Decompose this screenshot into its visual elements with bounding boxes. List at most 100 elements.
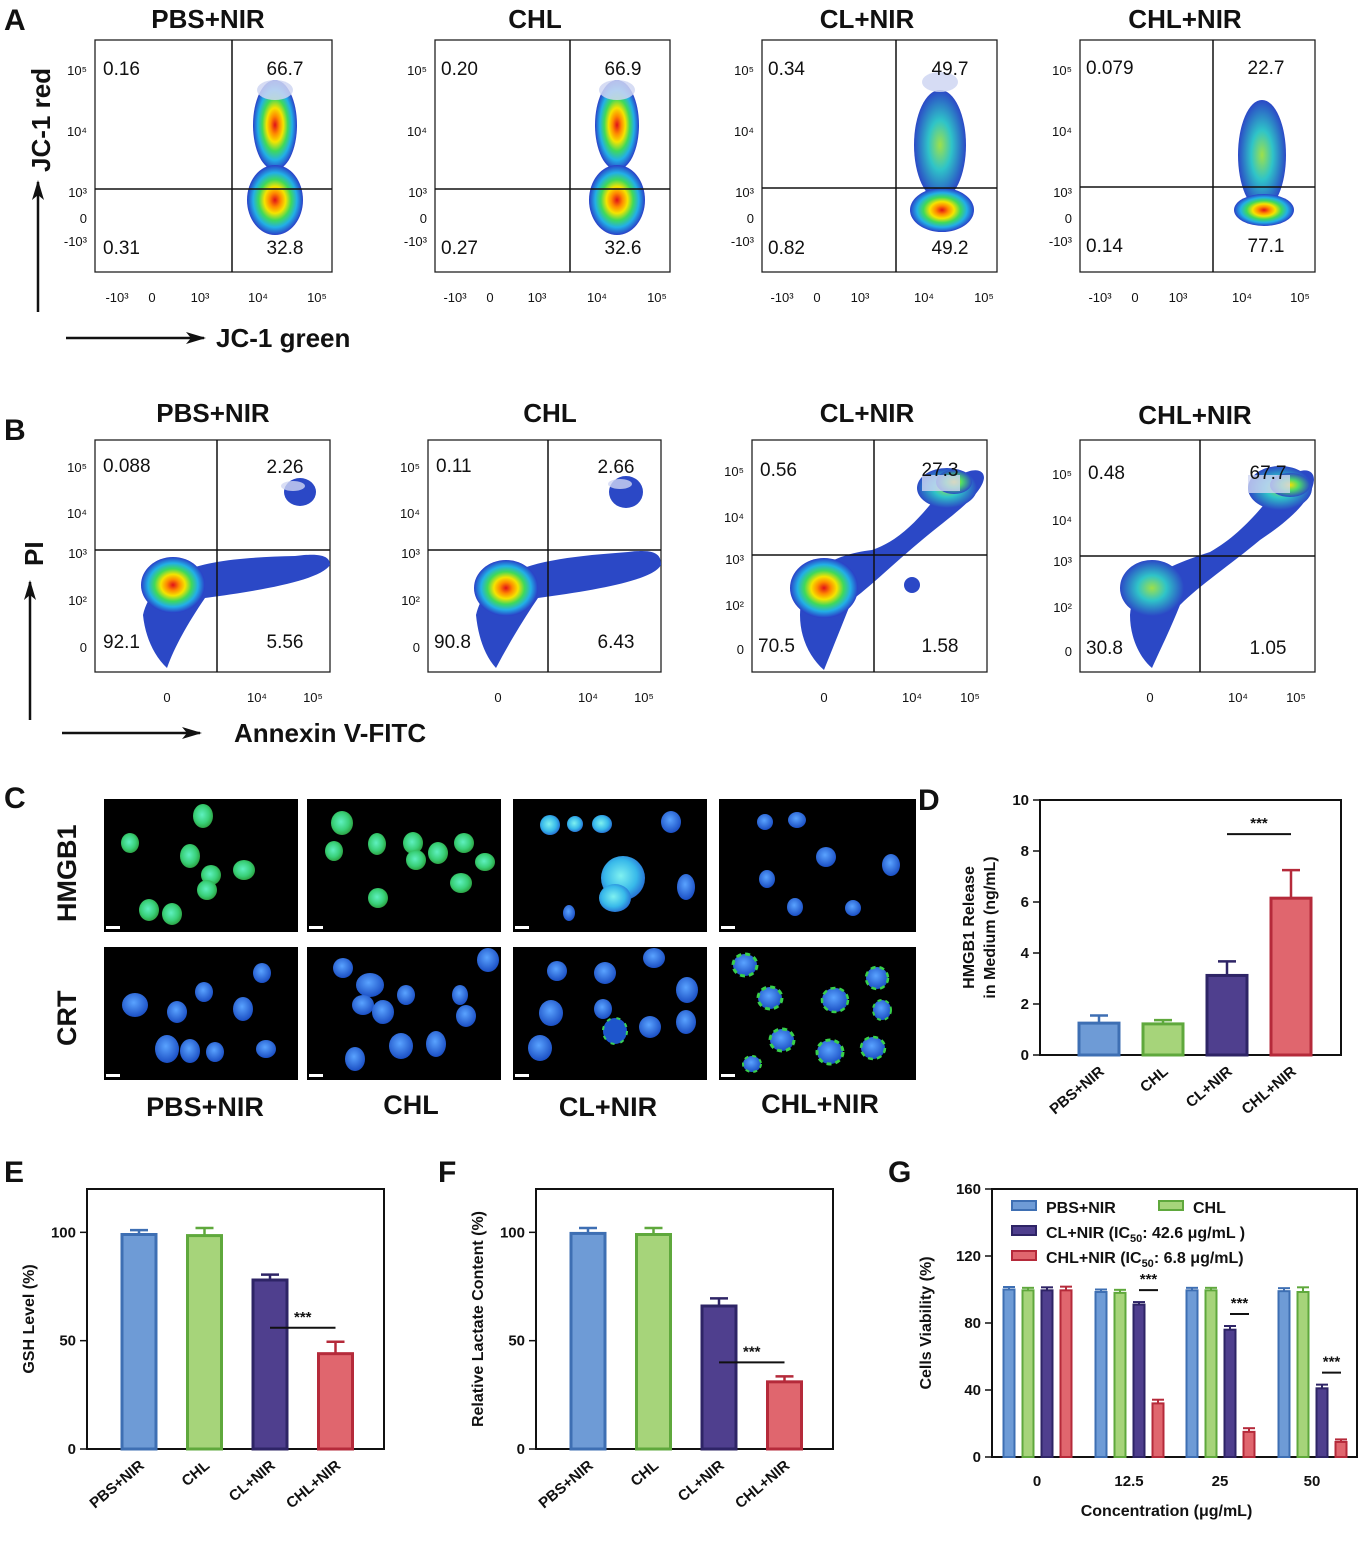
bar [1204, 1289, 1218, 1459]
x-tick: 0 [486, 290, 493, 305]
y-tick-label: 100 [500, 1224, 525, 1241]
bar [1315, 1387, 1329, 1458]
bar [1094, 1291, 1108, 1458]
image-crt-chl-nir [719, 947, 916, 1080]
y-tick: 10⁵ [724, 464, 744, 479]
y-tick: 10² [68, 593, 87, 608]
bar [251, 1278, 289, 1451]
legend-swatch [1158, 1200, 1184, 1211]
y-tick: 10³ [401, 546, 420, 561]
x-tick: 10³ [851, 290, 870, 305]
quadrant-ll: 0.31 [103, 238, 140, 259]
y-tick: 10⁵ [407, 63, 427, 78]
y-tick: 10² [1053, 600, 1072, 615]
y-tick: 10⁴ [1052, 513, 1072, 528]
bar [1205, 973, 1249, 1057]
flow-plot-b4: CHL+NIR 0.48 67.7 30.8 1.05 10⁵ 10⁴ 10³ … [1052, 400, 1316, 705]
x-tick: -10³ [770, 290, 794, 305]
panel-label-c: C [4, 782, 26, 815]
y-tick-label: 0 [517, 1441, 525, 1458]
bar [1040, 1289, 1054, 1459]
x-tick: 10⁴ [247, 690, 267, 705]
x-tick: 0 [813, 290, 820, 305]
x-tick: 0 [148, 290, 155, 305]
bar [1141, 1022, 1185, 1057]
category-label: CHL+NIR [732, 1457, 793, 1512]
panel-label-e: E [4, 1156, 24, 1189]
legend-label: CHL+NIR (IC50: 6.8 μg/mL) [1046, 1250, 1244, 1270]
bar [766, 1380, 803, 1451]
bar [1002, 1288, 1016, 1458]
flow-plot-title: CHL [508, 4, 562, 34]
quadrant-ur: 67.7 [1250, 463, 1287, 484]
legend-swatch [1011, 1200, 1037, 1211]
x-tick: 0 [1146, 690, 1153, 705]
x-tick: 10³ [528, 290, 547, 305]
y-tick: 10⁵ [1052, 467, 1072, 482]
y-tick: 10⁴ [734, 124, 754, 139]
bar [1151, 1402, 1165, 1459]
quadrant-lr: 5.56 [267, 632, 304, 653]
x-tick: 0 [1131, 290, 1138, 305]
x-axis-label: Annexin V-FITC [234, 718, 426, 748]
image-crt-cl-nir [513, 947, 707, 1080]
quadrant-lr: 32.8 [267, 238, 304, 259]
category-label: CL+NIR [675, 1457, 728, 1505]
y-tick-label: 10 [1012, 792, 1029, 809]
bar [317, 1352, 354, 1451]
x-tick: 10⁴ [902, 690, 922, 705]
quadrant-ll: 0.27 [441, 238, 478, 259]
legend-label: PBS+NIR [1046, 1200, 1116, 1217]
x-tick: 10⁴ [587, 290, 607, 305]
quadrant-ul: 0.088 [103, 456, 151, 477]
y-tick: 0 [420, 211, 427, 226]
column-label: CL+NIR [559, 1092, 657, 1122]
x-tick: 10³ [1169, 290, 1188, 305]
y-tick-label: 0 [68, 1441, 76, 1458]
quadrant-ul: 0.56 [760, 460, 797, 481]
x-tick: 10⁴ [914, 290, 934, 305]
quadrant-ll: 0.82 [768, 238, 805, 259]
x-tick-label: 25 [1212, 1473, 1229, 1490]
chart-d: 0 2 4 6 8 10 PBS+NIR CHL CL+NIR CHL+NIR *** HMGB1 R… [961, 792, 1342, 1118]
x-tick: 10⁵ [1290, 290, 1310, 305]
chart-g: 0 40 80 120 160 0 12.5 25 50 *** *** *** PBS+NIR CHL C… [918, 1181, 1358, 1520]
y-tick: 10⁵ [67, 460, 87, 475]
flow-plot-title: CL+NIR [820, 4, 915, 34]
significance-stars: *** [1140, 1271, 1158, 1288]
y-tick-label: 4 [1021, 945, 1030, 962]
y-tick-label: 80 [964, 1315, 981, 1332]
bar [1277, 1290, 1291, 1459]
y-tick: -10³ [731, 234, 755, 249]
y-tick-label: 6 [1021, 894, 1029, 911]
panel-label-g: G [888, 1156, 911, 1189]
y-axis-label: Cells Viability (%) [918, 1256, 935, 1389]
image-crt-chl [307, 947, 501, 1080]
flow-plot-b1: PBS+NIR 0.088 2.26 92.1 5.56 10⁵ 10⁴ 10³… [67, 398, 331, 705]
bar [1223, 1328, 1237, 1458]
y-tick-label: 0 [973, 1449, 981, 1466]
x-tick-label: 50 [1304, 1473, 1321, 1490]
y-axis-label: JC-1 red [26, 68, 56, 172]
y-tick-label: 50 [59, 1333, 76, 1350]
legend-label: CHL [1193, 1200, 1226, 1217]
category-label: CL+NIR [226, 1457, 279, 1505]
flow-plot-title: CHL+NIR [1138, 400, 1252, 430]
y-tick: 10⁴ [400, 506, 420, 521]
flow-plot-title: PBS+NIR [156, 398, 270, 428]
x-tick-label: 0 [1033, 1473, 1041, 1490]
x-tick: 10⁴ [1232, 290, 1252, 305]
plot-frame [535, 1188, 834, 1450]
x-tick-label: 12.5 [1114, 1473, 1143, 1490]
x-tick: -10³ [105, 290, 129, 305]
x-tick: 0 [494, 690, 501, 705]
y-tick: 10⁴ [1052, 124, 1072, 139]
x-tick: 0 [820, 690, 827, 705]
y-tick-label: 160 [956, 1181, 981, 1198]
bar [1242, 1430, 1256, 1458]
y-tick: 10⁵ [400, 460, 420, 475]
quadrant-ul: 0.20 [441, 59, 478, 80]
quadrant-ul: 0.34 [768, 59, 805, 80]
y-tick: 0 [413, 640, 420, 655]
bar [1132, 1303, 1146, 1458]
